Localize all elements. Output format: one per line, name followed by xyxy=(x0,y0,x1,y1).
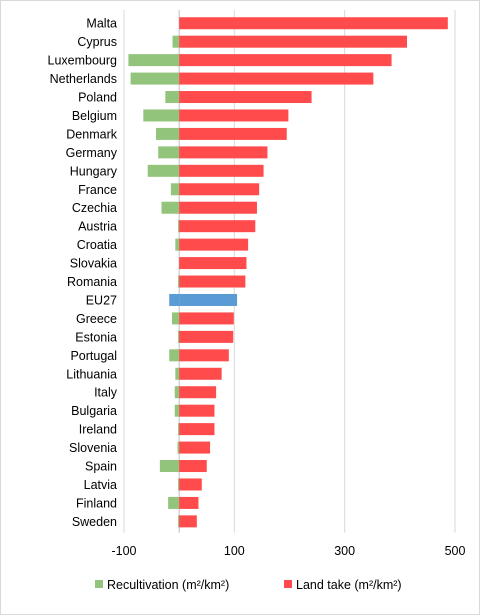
bar-recultivation-cyprus xyxy=(172,35,180,48)
category-label-portugal: Portugal xyxy=(70,349,117,363)
category-label-austria: Austria xyxy=(78,220,117,234)
bar-land-take-austria xyxy=(179,220,256,233)
bar-land-take-cyprus xyxy=(179,35,408,48)
bar-land-take-latvia xyxy=(179,478,202,491)
category-label-sweden: Sweden xyxy=(72,515,117,529)
bar-land-take-france xyxy=(179,183,260,196)
bar-recultivation-finland xyxy=(168,496,180,509)
bar-land-take-finland xyxy=(179,496,199,509)
legend-label-recultivation: Recultivation (m²/km²) xyxy=(107,578,229,592)
legend-swatch-recultivation xyxy=(95,580,103,588)
legend: Recultivation (m²/km²) Land take (m²/km²) xyxy=(95,578,402,592)
bar-land-take-lithuania xyxy=(179,367,222,380)
bar-recultivation-slovenia xyxy=(177,441,180,454)
bar-recultivation-croatia xyxy=(175,238,180,251)
category-label-latvia: Latvia xyxy=(84,478,117,492)
bar-land-take-croatia xyxy=(179,238,249,251)
legend-label-land-take: Land take (m²/km²) xyxy=(296,578,402,592)
category-label-finland: Finland xyxy=(76,496,117,510)
bar-land-take-estonia xyxy=(179,330,234,343)
bar-land-take-bulgaria xyxy=(179,404,215,417)
bar-recultivation-romania xyxy=(178,275,180,288)
bar-recultivation-lithuania xyxy=(175,367,180,380)
bar-land-take-poland xyxy=(179,91,312,104)
category-label-denmark: Denmark xyxy=(66,127,117,141)
bar-recultivation-bulgaria xyxy=(174,404,180,417)
bar-land-take-greece xyxy=(179,312,234,325)
category-label-belgium: Belgium xyxy=(72,109,117,123)
bar-recultivation-ireland xyxy=(178,423,180,436)
bar-land-take-romania xyxy=(179,275,246,288)
bar-land-take-netherlands xyxy=(179,72,374,85)
bar-land-take-eu27 xyxy=(179,293,238,306)
bar-land-take-spain xyxy=(179,460,207,473)
bar-recultivation-hungary xyxy=(147,164,180,177)
category-label-bulgaria: Bulgaria xyxy=(71,404,117,418)
grid-lines xyxy=(123,10,456,533)
category-label-luxembourg: Luxembourg xyxy=(48,54,118,68)
category-label-france: France xyxy=(78,183,117,197)
category-label-germany: Germany xyxy=(66,146,118,160)
bar-recultivation-denmark xyxy=(155,127,180,140)
category-label-lithuania: Lithuania xyxy=(66,367,117,381)
legend-swatch-land-take xyxy=(284,580,292,588)
category-label-netherlands: Netherlands xyxy=(50,72,117,86)
category-label-slovenia: Slovenia xyxy=(69,441,117,455)
category-label-estonia: Estonia xyxy=(75,330,117,344)
bar-land-take-ireland xyxy=(179,423,215,436)
bar-recultivation-czechia xyxy=(161,201,180,214)
category-label-italy: Italy xyxy=(94,386,118,400)
bar-recultivation-latvia xyxy=(178,478,180,491)
bar-recultivation-greece xyxy=(171,312,180,325)
bar-land-take-slovenia xyxy=(179,441,211,454)
category-label-hungary: Hungary xyxy=(70,164,118,178)
category-label-cyprus: Cyprus xyxy=(77,35,117,49)
bar-recultivation-portugal xyxy=(169,349,180,362)
bar-recultivation-estonia xyxy=(178,330,180,343)
bar-land-take-czechia xyxy=(179,201,257,214)
category-label-ireland: Ireland xyxy=(79,423,117,437)
bar-recultivation-sweden xyxy=(178,515,180,528)
bar-recultivation-eu27 xyxy=(169,293,180,306)
bar-recultivation-belgium xyxy=(143,109,180,122)
bars xyxy=(128,17,448,528)
bar-land-take-sweden xyxy=(179,515,197,528)
category-label-greece: Greece xyxy=(76,312,117,326)
bar-recultivation-poland xyxy=(165,91,180,104)
bar-land-take-italy xyxy=(179,386,217,399)
bar-land-take-portugal xyxy=(179,349,229,362)
x-tick-labels: -100 100 300 500 xyxy=(111,544,465,558)
category-label-poland: Poland xyxy=(78,91,117,105)
category-labels: Malta Cyprus Luxembourg Netherlands Poland Be… xyxy=(48,17,118,529)
bar-land-take-hungary xyxy=(179,164,264,177)
category-label-czechia: Czechia xyxy=(72,201,117,215)
category-label-slovakia: Slovakia xyxy=(70,257,117,271)
bar-recultivation-italy xyxy=(174,386,180,399)
bar-recultivation-germany xyxy=(158,146,180,159)
bar-land-take-belgium xyxy=(179,109,289,122)
category-label-spain: Spain xyxy=(85,460,117,474)
category-label-eu27: EU27 xyxy=(86,293,117,307)
bar-land-take-germany xyxy=(179,146,268,159)
bar-recultivation-austria xyxy=(178,220,180,233)
x-tick-label-500: 500 xyxy=(445,544,466,558)
bar-land-take-luxembourg xyxy=(179,54,392,67)
bar-land-take-slovakia xyxy=(179,257,247,270)
bar-recultivation-spain xyxy=(159,460,180,473)
bar-land-take-denmark xyxy=(179,127,287,140)
x-tick-label-100: 100 xyxy=(224,544,245,558)
bar-recultivation-netherlands xyxy=(130,72,180,85)
bar-land-take-malta xyxy=(179,17,448,30)
x-tick-label-300: 300 xyxy=(334,544,355,558)
category-label-croatia: Croatia xyxy=(77,238,117,252)
category-label-romania: Romania xyxy=(67,275,117,289)
category-label-malta: Malta xyxy=(86,17,117,31)
x-tick-label-100: -100 xyxy=(111,544,136,558)
bar-recultivation-france xyxy=(170,183,180,196)
bar-recultivation-luxembourg xyxy=(128,54,180,67)
